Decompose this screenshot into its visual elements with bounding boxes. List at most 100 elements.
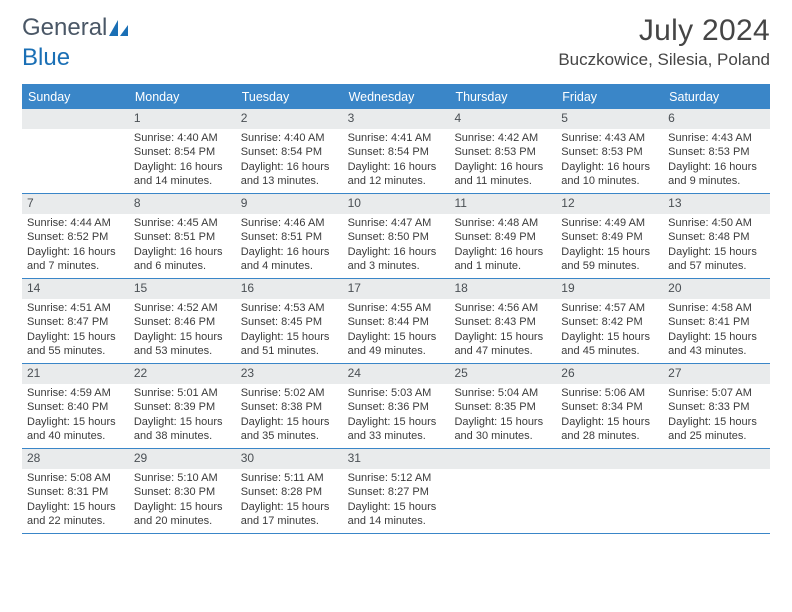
day-cell: 30Sunrise: 5:11 AMSunset: 8:28 PMDayligh… [236, 449, 343, 533]
day-cell: 15Sunrise: 4:52 AMSunset: 8:46 PMDayligh… [129, 279, 236, 363]
day-cell: 12Sunrise: 4:49 AMSunset: 8:49 PMDayligh… [556, 194, 663, 278]
daylight-line: Daylight: 15 hours and 22 minutes. [27, 500, 124, 528]
sunrise-line: Sunrise: 4:56 AM [454, 301, 551, 315]
sunrise-line: Sunrise: 4:49 AM [561, 216, 658, 230]
daylight-line: Daylight: 16 hours and 13 minutes. [241, 160, 338, 188]
day-number: 3 [343, 109, 450, 129]
sunset-line: Sunset: 8:54 PM [241, 145, 338, 159]
daylight-line: Daylight: 15 hours and 51 minutes. [241, 330, 338, 358]
week-row: 1Sunrise: 4:40 AMSunset: 8:54 PMDaylight… [22, 109, 770, 194]
sunset-line: Sunset: 8:34 PM [561, 400, 658, 414]
day-body [22, 129, 129, 135]
day-body: Sunrise: 5:03 AMSunset: 8:36 PMDaylight:… [343, 384, 450, 446]
day-number: 14 [22, 279, 129, 299]
sunrise-line: Sunrise: 4:43 AM [561, 131, 658, 145]
daylight-line: Daylight: 15 hours and 33 minutes. [348, 415, 445, 443]
sunset-line: Sunset: 8:41 PM [668, 315, 765, 329]
day-cell: 23Sunrise: 5:02 AMSunset: 8:38 PMDayligh… [236, 364, 343, 448]
day-number [663, 449, 770, 469]
week-row: 7Sunrise: 4:44 AMSunset: 8:52 PMDaylight… [22, 194, 770, 279]
brand-part1: General [22, 14, 107, 41]
day-number: 31 [343, 449, 450, 469]
weekday-header: Tuesday [236, 86, 343, 109]
weekday-header: Thursday [449, 86, 556, 109]
daylight-line: Daylight: 15 hours and 49 minutes. [348, 330, 445, 358]
day-cell: 22Sunrise: 5:01 AMSunset: 8:39 PMDayligh… [129, 364, 236, 448]
day-cell [22, 109, 129, 193]
sunrise-line: Sunrise: 5:03 AM [348, 386, 445, 400]
day-number: 6 [663, 109, 770, 129]
week-row: 28Sunrise: 5:08 AMSunset: 8:31 PMDayligh… [22, 449, 770, 534]
sunrise-line: Sunrise: 5:07 AM [668, 386, 765, 400]
sunrise-line: Sunrise: 4:47 AM [348, 216, 445, 230]
day-number: 18 [449, 279, 556, 299]
daylight-line: Daylight: 16 hours and 3 minutes. [348, 245, 445, 273]
day-number: 4 [449, 109, 556, 129]
day-body: Sunrise: 5:12 AMSunset: 8:27 PMDaylight:… [343, 469, 450, 531]
day-body [556, 469, 663, 475]
daylight-line: Daylight: 15 hours and 14 minutes. [348, 500, 445, 528]
sunset-line: Sunset: 8:51 PM [134, 230, 231, 244]
sunset-line: Sunset: 8:54 PM [348, 145, 445, 159]
header: General Blue July 2024 Buczkowice, Siles… [0, 0, 792, 78]
logo-sail-icon [108, 16, 130, 44]
sunset-line: Sunset: 8:51 PM [241, 230, 338, 244]
day-number: 5 [556, 109, 663, 129]
daylight-line: Daylight: 15 hours and 45 minutes. [561, 330, 658, 358]
brand-logo: General Blue [22, 14, 130, 72]
day-cell [663, 449, 770, 533]
day-body: Sunrise: 5:06 AMSunset: 8:34 PMDaylight:… [556, 384, 663, 446]
day-body: Sunrise: 4:59 AMSunset: 8:40 PMDaylight:… [22, 384, 129, 446]
sunrise-line: Sunrise: 4:59 AM [27, 386, 124, 400]
day-cell: 28Sunrise: 5:08 AMSunset: 8:31 PMDayligh… [22, 449, 129, 533]
daylight-line: Daylight: 16 hours and 14 minutes. [134, 160, 231, 188]
sunset-line: Sunset: 8:35 PM [454, 400, 551, 414]
day-cell: 27Sunrise: 5:07 AMSunset: 8:33 PMDayligh… [663, 364, 770, 448]
sunset-line: Sunset: 8:30 PM [134, 485, 231, 499]
daylight-line: Daylight: 15 hours and 40 minutes. [27, 415, 124, 443]
day-cell: 13Sunrise: 4:50 AMSunset: 8:48 PMDayligh… [663, 194, 770, 278]
day-cell [449, 449, 556, 533]
day-cell: 29Sunrise: 5:10 AMSunset: 8:30 PMDayligh… [129, 449, 236, 533]
day-body: Sunrise: 4:44 AMSunset: 8:52 PMDaylight:… [22, 214, 129, 276]
day-cell: 17Sunrise: 4:55 AMSunset: 8:44 PMDayligh… [343, 279, 450, 363]
day-cell: 4Sunrise: 4:42 AMSunset: 8:53 PMDaylight… [449, 109, 556, 193]
sunset-line: Sunset: 8:28 PM [241, 485, 338, 499]
day-body: Sunrise: 4:40 AMSunset: 8:54 PMDaylight:… [236, 129, 343, 191]
sunset-line: Sunset: 8:47 PM [27, 315, 124, 329]
day-number: 26 [556, 364, 663, 384]
daylight-line: Daylight: 15 hours and 53 minutes. [134, 330, 231, 358]
title-block: July 2024 Buczkowice, Silesia, Poland [558, 14, 770, 70]
day-body: Sunrise: 5:08 AMSunset: 8:31 PMDaylight:… [22, 469, 129, 531]
day-body: Sunrise: 4:46 AMSunset: 8:51 PMDaylight:… [236, 214, 343, 276]
daylight-line: Daylight: 15 hours and 35 minutes. [241, 415, 338, 443]
sunrise-line: Sunrise: 5:04 AM [454, 386, 551, 400]
sunset-line: Sunset: 8:53 PM [668, 145, 765, 159]
sunset-line: Sunset: 8:44 PM [348, 315, 445, 329]
day-body: Sunrise: 5:11 AMSunset: 8:28 PMDaylight:… [236, 469, 343, 531]
daylight-line: Daylight: 16 hours and 9 minutes. [668, 160, 765, 188]
week-row: 21Sunrise: 4:59 AMSunset: 8:40 PMDayligh… [22, 364, 770, 449]
sunrise-line: Sunrise: 5:12 AM [348, 471, 445, 485]
daylight-line: Daylight: 15 hours and 43 minutes. [668, 330, 765, 358]
day-number: 27 [663, 364, 770, 384]
day-number: 22 [129, 364, 236, 384]
sunset-line: Sunset: 8:38 PM [241, 400, 338, 414]
sunrise-line: Sunrise: 5:11 AM [241, 471, 338, 485]
day-body: Sunrise: 4:49 AMSunset: 8:49 PMDaylight:… [556, 214, 663, 276]
daylight-line: Daylight: 16 hours and 4 minutes. [241, 245, 338, 273]
day-number: 30 [236, 449, 343, 469]
sunset-line: Sunset: 8:33 PM [668, 400, 765, 414]
day-cell: 21Sunrise: 4:59 AMSunset: 8:40 PMDayligh… [22, 364, 129, 448]
day-number: 2 [236, 109, 343, 129]
day-cell: 6 Sunrise: 4:43 AMSunset: 8:53 PMDaylight… [663, 109, 770, 193]
calendar: SundayMondayTuesdayWednesdayThursdayFrid… [22, 84, 770, 534]
sunrise-line: Sunrise: 4:58 AM [668, 301, 765, 315]
daylight-line: Daylight: 15 hours and 55 minutes. [27, 330, 124, 358]
day-body: Sunrise: 4:42 AMSunset: 8:53 PMDaylight:… [449, 129, 556, 191]
sunrise-line: Sunrise: 4:43 AM [668, 131, 765, 145]
day-number [449, 449, 556, 469]
day-body: Sunrise: 5:10 AMSunset: 8:30 PMDaylight:… [129, 469, 236, 531]
day-body: Sunrise: 4:48 AMSunset: 8:49 PMDaylight:… [449, 214, 556, 276]
sunrise-line: Sunrise: 4:40 AM [134, 131, 231, 145]
